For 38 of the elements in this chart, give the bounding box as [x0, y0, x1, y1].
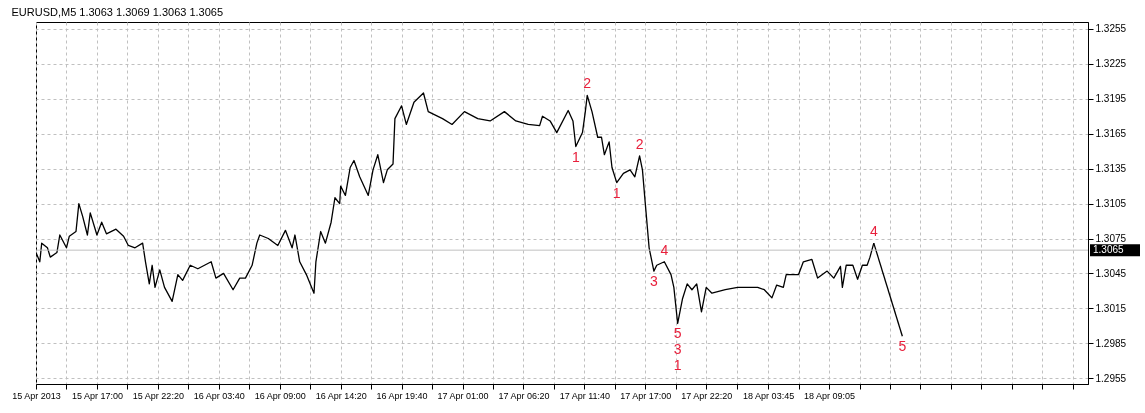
annotation: 3: [649, 273, 658, 290]
x-tick-label: 15 Apr 2013: [12, 390, 61, 401]
y-tick-label: 1.3165: [1095, 128, 1127, 140]
chart-title: EURUSD,M5 1.3063 1.3069 1.3063 1.3065: [11, 6, 224, 18]
x-tick-label: 18 Apr 03:45: [743, 390, 795, 401]
y-tick-label: 1.2955: [1095, 372, 1127, 384]
x-tick-label: 16 Apr 03:40: [193, 390, 245, 401]
y-tick-label: 1.3045: [1095, 267, 1127, 279]
y-tick-label: 1.2985: [1095, 337, 1127, 349]
x-tick-label: 17 Apr 22:20: [681, 390, 733, 401]
x-tick-label: 17 Apr 01:00: [437, 390, 489, 401]
annotation: 5: [673, 325, 682, 342]
annotation: 5: [898, 338, 907, 355]
x-tick-label: 16 Apr 14:20: [315, 390, 367, 401]
annotation: 1: [612, 184, 621, 201]
annotation: 3: [673, 341, 682, 358]
x-tick-label: 16 Apr 19:40: [376, 390, 428, 401]
x-tick-label: 15 Apr 22:20: [132, 390, 184, 401]
y-tick-label: 1.3225: [1095, 58, 1127, 70]
y-tick-label: 1.3015: [1095, 302, 1127, 314]
x-tick-label: 18 Apr 09:05: [804, 390, 856, 401]
ref-line-label: 1.3065: [1093, 244, 1125, 256]
y-tick-label: 1.3135: [1095, 163, 1127, 175]
annotation: 1: [673, 357, 682, 374]
annotation: 1: [571, 148, 580, 165]
x-tick-label: 17 Apr 17:00: [620, 390, 672, 401]
x-tick-label: 17 Apr 11:40: [559, 390, 611, 401]
y-tick-label: 1.3105: [1095, 198, 1127, 210]
y-tick-label: 1.3075: [1095, 233, 1127, 244]
x-tick-label: 17 Apr 06:20: [498, 390, 550, 401]
annotation: 2: [583, 75, 592, 92]
annotation: 2: [635, 135, 644, 152]
x-tick-label: 15 Apr 17:00: [71, 390, 123, 401]
annotation: 4: [869, 223, 878, 240]
y-tick-label: 1.3255: [1095, 23, 1127, 35]
annotation: 4: [660, 241, 669, 258]
x-tick-label: 16 Apr 09:00: [254, 390, 306, 401]
y-tick-label: 1.3195: [1095, 93, 1127, 105]
